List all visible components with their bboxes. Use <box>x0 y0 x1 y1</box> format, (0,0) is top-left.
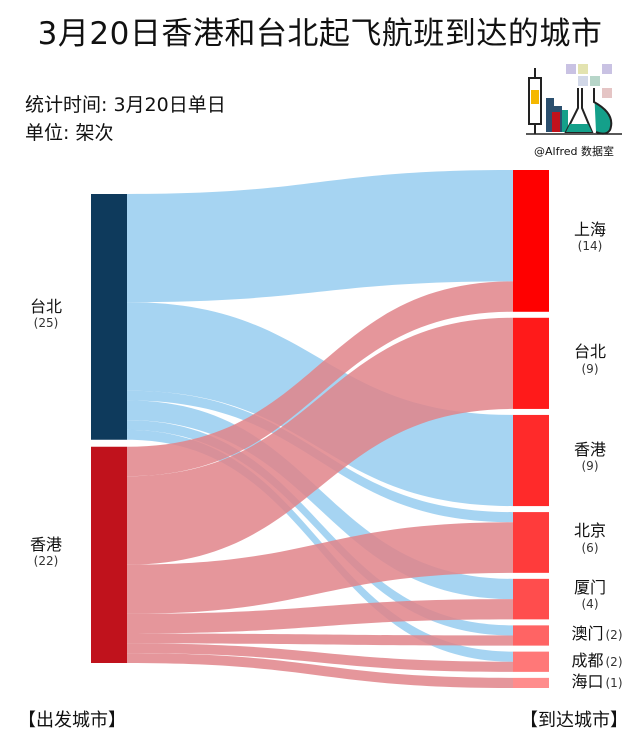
target-label-3-text: 北京 <box>573 521 606 541</box>
unit-text: 单位: 架次 <box>25 122 114 144</box>
link-香港-北京 <box>127 522 513 614</box>
chart-title: 3月20日香港和台北起飞航班到达的城市 <box>37 16 603 52</box>
sankey-nodes <box>91 170 549 688</box>
source-label-0-count: (25) <box>33 316 59 331</box>
source-node-1 <box>91 446 127 663</box>
footer-origin-label: 【出发城市】 <box>18 710 126 731</box>
link-香港-成都 <box>127 643 513 672</box>
target-label-4-text: 厦门 <box>573 578 606 598</box>
target-label-5: 澳门 (2) <box>560 624 634 643</box>
target-label-2-text: 香港 <box>573 439 606 459</box>
source-node-0 <box>91 194 127 440</box>
source-label-1: 香港 (22) <box>14 535 78 569</box>
target-label-5-count: (2) <box>605 628 623 643</box>
target-label-3-count: (6) <box>581 540 599 555</box>
source-label-1-count: (22) <box>33 554 59 569</box>
target-node-0 <box>513 170 549 312</box>
link-香港-台北 <box>127 317 513 565</box>
link-台北-澳门 <box>127 420 513 636</box>
target-label-4-count: (4) <box>581 597 599 612</box>
target-label-0: 上海 (14) <box>558 220 622 254</box>
link-香港-厦门 <box>127 599 513 634</box>
link-香港-澳门 <box>127 633 513 646</box>
source-label-1-text: 香港 <box>29 534 62 554</box>
link-台北-上海 <box>127 170 513 303</box>
target-label-6-text: 成都 <box>571 650 604 670</box>
target-node-5 <box>513 625 549 646</box>
stat-time-text: 统计时间: 3月20日单日 <box>25 94 226 116</box>
link-香港-海口 <box>127 653 513 688</box>
link-香港-上海 <box>127 281 513 477</box>
target-node-4 <box>513 578 549 620</box>
source-label-0-text: 台北 <box>29 296 62 316</box>
target-label-2: 香港 (9) <box>558 440 622 474</box>
target-node-7 <box>513 677 549 688</box>
target-label-0-text: 上海 <box>573 219 606 239</box>
target-node-2 <box>513 414 549 507</box>
target-label-2-count: (9) <box>581 458 599 473</box>
target-label-6: 成都 (2) <box>560 651 634 670</box>
lab-chart-logo-icon <box>526 64 622 135</box>
source-label-0: 台北 (25) <box>14 297 78 331</box>
target-label-5-text: 澳门 <box>571 624 604 644</box>
target-label-1: 台北 (9) <box>558 342 622 376</box>
target-label-1-count: (9) <box>581 361 599 376</box>
sankey-links <box>127 170 513 688</box>
target-label-4: 厦门 (4) <box>558 578 622 612</box>
target-label-3: 北京 (6) <box>558 521 622 555</box>
link-台北-厦门 <box>127 400 513 600</box>
logo-caption: @Alfred 数据室 <box>534 145 614 158</box>
target-label-0-count: (14) <box>577 239 603 254</box>
target-label-7-text: 海口 <box>571 671 604 691</box>
target-label-6-count: (2) <box>605 654 623 669</box>
target-label-1-text: 台北 <box>573 342 606 362</box>
footer-destination-label: 【到达城市】 <box>520 710 628 731</box>
target-node-6 <box>513 651 549 672</box>
target-node-1 <box>513 317 549 409</box>
target-label-7: 海口 (1) <box>560 672 634 691</box>
target-node-3 <box>513 512 549 573</box>
target-label-7-count: (1) <box>605 675 623 690</box>
